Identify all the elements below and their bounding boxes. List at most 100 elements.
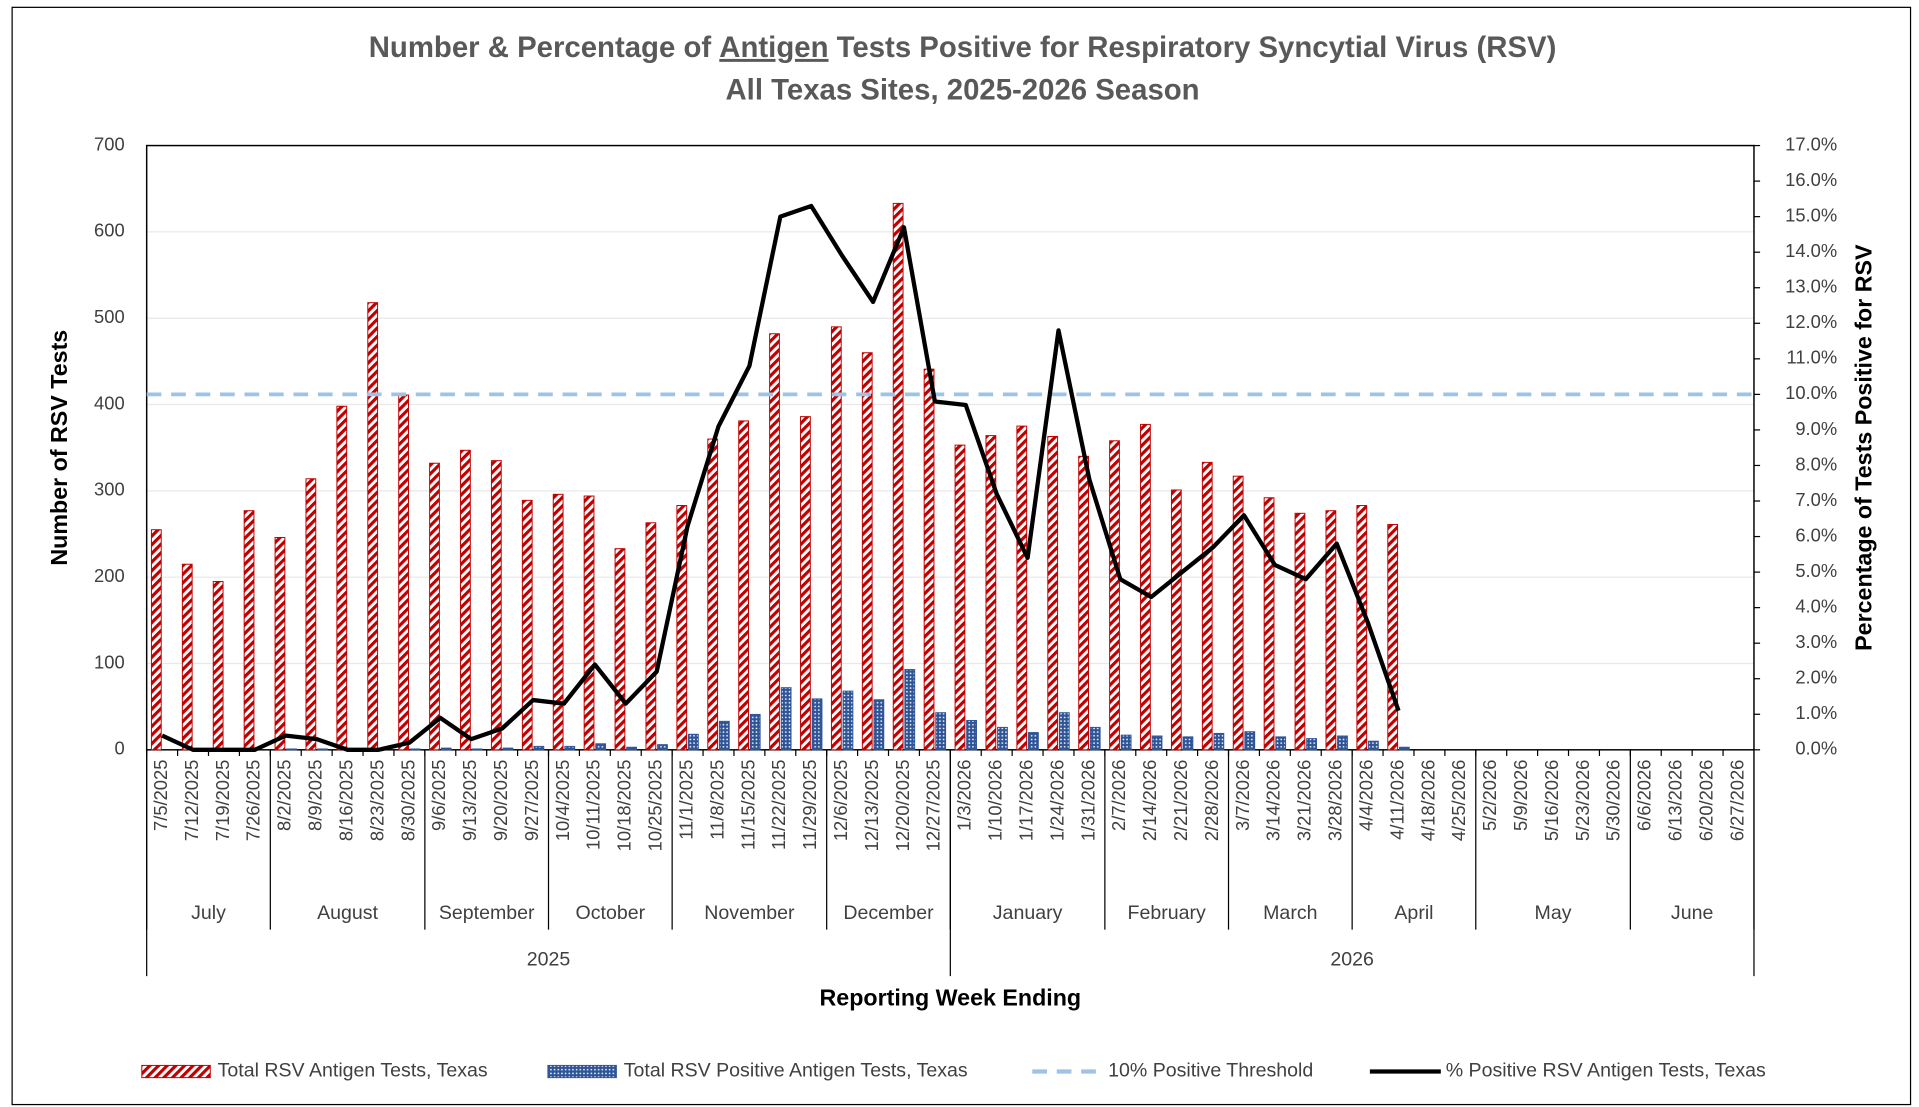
x-tick-label: 4/25/2026 (1448, 760, 1469, 842)
legend-label: % Positive RSV Antigen Tests, Texas (1446, 1060, 1766, 1082)
bar (923, 368, 935, 751)
bar (1387, 524, 1399, 751)
frame (11, 6, 1912, 1106)
x-tick-label: 10/25/2025 (645, 760, 666, 852)
bar (997, 726, 1008, 751)
y2-tick-label: 4.0% (1795, 595, 1837, 616)
bar (317, 748, 328, 751)
x-tick-label: 11/1/2025 (675, 760, 696, 840)
bar (645, 522, 657, 751)
chart-subtitle: All Texas Sites, 2025-2026 Season (725, 73, 1199, 106)
x-tick-label: 12/27/2025 (923, 760, 944, 852)
bar (676, 505, 688, 751)
bar (212, 581, 224, 751)
bar (150, 529, 162, 751)
bar (1325, 510, 1337, 751)
legend-label: Total RSV Antigen Tests, Texas (218, 1060, 488, 1082)
x-tick-label: 2/28/2026 (1201, 760, 1222, 842)
y-tick-label: 400 (94, 392, 125, 413)
month-label: January (993, 902, 1063, 924)
bar (935, 712, 947, 751)
x-tick-label: 5/30/2026 (1603, 760, 1624, 842)
x-tick-label: 6/13/2026 (1665, 760, 1686, 842)
y2-tick-label: 11.0% (1787, 347, 1838, 368)
y2-tick-label: 3.0% (1795, 631, 1837, 652)
bar (1275, 736, 1287, 751)
x-tick-label: 12/6/2025 (830, 760, 851, 842)
month-label: December (843, 902, 934, 924)
bar (1028, 732, 1039, 751)
year-label: 2025 (527, 948, 571, 970)
y-tick-label: 100 (94, 651, 125, 672)
bar (564, 745, 576, 751)
month-label: September (439, 902, 535, 924)
bar (1263, 497, 1275, 751)
bar (440, 747, 452, 751)
bar (286, 748, 297, 751)
bar (718, 720, 730, 751)
x-tick-label: 9/13/2025 (459, 760, 480, 842)
y2-tick-label: 5.0% (1795, 560, 1837, 581)
month-label: August (317, 902, 378, 924)
y2-tick-label: 2.0% (1795, 667, 1837, 688)
month-label: February (1128, 902, 1206, 924)
bar (873, 699, 885, 751)
y2-tick-label: 7.0% (1795, 489, 1837, 510)
bar (1356, 505, 1368, 751)
x-tick-label: 10/11/2025 (583, 760, 604, 850)
bar (243, 510, 255, 751)
x-tick-label: 2/7/2026 (1108, 760, 1129, 831)
y2-tick-label: 12.0% (1785, 311, 1837, 332)
chart-title: Number & Percentage of Antigen Tests Pos… (369, 31, 1557, 64)
x-tick-label: 4/4/2026 (1355, 760, 1376, 831)
x-tick-label: 11/15/2025 (737, 760, 758, 850)
bar (904, 669, 916, 751)
bar (274, 536, 286, 751)
bar (1016, 425, 1028, 751)
bar (738, 420, 749, 751)
bar (1337, 735, 1348, 751)
month-label: November (704, 902, 795, 924)
legend-swatch (141, 1064, 211, 1079)
x-tick-label: 10/4/2025 (552, 760, 573, 842)
x-tick-label: 1/3/2026 (954, 760, 975, 831)
x-tick-label: 9/20/2025 (490, 760, 511, 842)
bar (1182, 736, 1194, 751)
y2-axis-title: Percentage of Tests Positive for RSV (1850, 244, 1876, 651)
bar (1151, 735, 1163, 751)
x-tick-label: 7/26/2025 (243, 760, 264, 842)
x-tick-label: 6/6/2026 (1634, 760, 1655, 831)
bar (614, 548, 626, 751)
bar (811, 698, 823, 751)
legend-label: 10% Positive Threshold (1108, 1060, 1313, 1082)
x-axis-title: Reporting Week Ending (820, 984, 1082, 1010)
bar (780, 687, 792, 751)
bar (1120, 734, 1132, 751)
bar (181, 563, 193, 751)
bar (749, 713, 761, 751)
bar (595, 743, 607, 751)
bar (966, 719, 977, 751)
x-tick-label: 2/14/2026 (1139, 760, 1160, 842)
x-tick-label: 6/27/2026 (1726, 760, 1747, 842)
bar (336, 405, 348, 751)
x-tick-label: 7/12/2025 (181, 760, 202, 842)
x-tick-label: 4/18/2026 (1417, 760, 1438, 842)
bar (1306, 738, 1317, 751)
bar (657, 744, 668, 751)
bar (460, 449, 471, 751)
x-tick-label: 3/21/2026 (1294, 760, 1315, 842)
line (161, 203, 1401, 752)
x-tick-label: 12/20/2025 (892, 760, 913, 852)
bar (954, 444, 966, 751)
month-label: April (1394, 902, 1433, 924)
bar (1078, 455, 1089, 751)
legend-swatch (547, 1064, 617, 1079)
month-label: May (1535, 902, 1572, 924)
month-label: March (1263, 902, 1317, 924)
bar (861, 352, 873, 751)
bar (409, 748, 421, 751)
y2-tick-label: 16.0% (1785, 169, 1837, 190)
